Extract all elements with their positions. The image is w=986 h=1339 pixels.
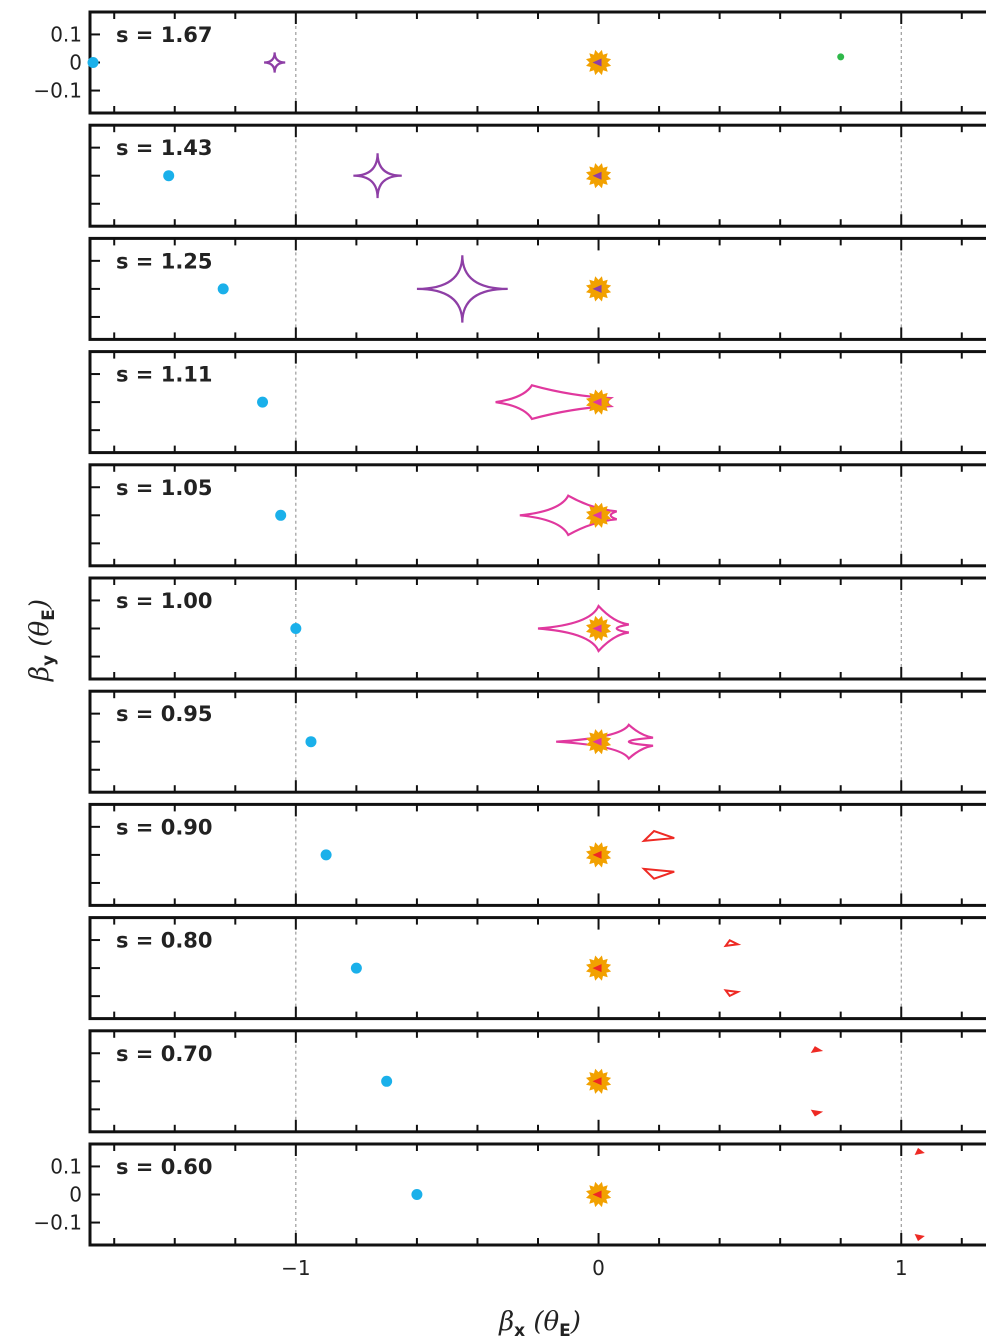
panel-label: s = 0.95 bbox=[116, 702, 213, 726]
y-tick-label: −0.1 bbox=[33, 79, 82, 103]
central-caustic bbox=[592, 511, 602, 520]
host-star bbox=[320, 849, 332, 861]
central-caustic bbox=[592, 1077, 602, 1086]
x-axis-label: βx (θE) bbox=[498, 1307, 581, 1339]
host-star bbox=[305, 736, 317, 748]
y-tick-label: 0.1 bbox=[50, 1154, 82, 1178]
resonant-caustic bbox=[495, 383, 615, 421]
panel-frame bbox=[88, 1029, 986, 1134]
panel-frame bbox=[88, 350, 986, 455]
central-caustic bbox=[592, 964, 602, 973]
planet-marker bbox=[837, 53, 845, 61]
panel-label: s = 1.43 bbox=[116, 136, 213, 160]
planetary-caustic-close bbox=[723, 989, 742, 998]
central-caustic bbox=[592, 850, 602, 859]
resonant-caustic bbox=[556, 723, 654, 761]
host-star bbox=[290, 623, 302, 634]
panel-4: s = 1.11 bbox=[88, 350, 986, 455]
y-axis-label: βy (θE) bbox=[25, 599, 59, 682]
planetary-caustic-close bbox=[641, 867, 675, 880]
panel-9: s = 0.80 bbox=[88, 916, 986, 1021]
panel-11: 0.1 0 −0.1 s = 0.60 bbox=[33, 1142, 986, 1247]
planetary-caustic bbox=[353, 153, 402, 199]
axis-layer: βx (θE) βy (θE) bbox=[25, 599, 581, 1339]
host-star bbox=[411, 1189, 423, 1200]
central-caustic bbox=[592, 284, 602, 293]
host-star bbox=[275, 509, 287, 521]
planetary-caustic-close bbox=[810, 1109, 824, 1117]
panel-label: s = 0.90 bbox=[116, 815, 213, 839]
central-caustic bbox=[592, 737, 602, 746]
y-tick-label: 0 bbox=[69, 1183, 82, 1207]
planetary-caustic-close bbox=[641, 829, 675, 843]
panel-frame bbox=[88, 463, 986, 568]
host-star bbox=[163, 170, 175, 182]
x-tick-label: −1 bbox=[281, 1256, 310, 1280]
panel-frame bbox=[88, 10, 986, 115]
panel-7: s = 0.95 bbox=[88, 689, 986, 794]
y-tick-label: 0 bbox=[69, 51, 82, 75]
planetary-caustic-close bbox=[914, 1147, 925, 1155]
central-caustic bbox=[592, 624, 602, 633]
planetary-caustic bbox=[264, 52, 286, 73]
planetary-caustic-close bbox=[914, 1234, 925, 1242]
host-star bbox=[87, 57, 99, 68]
central-caustic bbox=[592, 58, 602, 67]
resonant-caustic bbox=[537, 604, 629, 653]
panel-label: s = 1.00 bbox=[116, 589, 213, 613]
panel-frame bbox=[88, 916, 986, 1021]
resonant-caustic bbox=[519, 494, 618, 537]
planetary-caustic-close bbox=[723, 939, 742, 948]
x-tick-label: 1 bbox=[895, 1256, 908, 1280]
central-caustic bbox=[592, 1190, 602, 1199]
central-caustic bbox=[592, 398, 602, 407]
panel-3: s = 1.25 bbox=[88, 236, 986, 341]
panel-label: s = 0.60 bbox=[116, 1155, 213, 1179]
panel-frame bbox=[88, 1142, 986, 1247]
planetary-caustic-close bbox=[810, 1046, 824, 1053]
panel-label: s = 1.11 bbox=[116, 363, 213, 387]
host-star bbox=[217, 283, 229, 295]
host-star bbox=[381, 1075, 393, 1087]
panel-10: s = 0.70 bbox=[88, 1029, 986, 1134]
panel-1: 0.1 0 −0.1 s = 1.67 bbox=[33, 10, 986, 115]
y-tick-label: 0.1 bbox=[50, 22, 82, 46]
panel-5: s = 1.05 bbox=[88, 463, 986, 568]
host-star bbox=[257, 396, 269, 408]
panel-frame bbox=[88, 123, 986, 228]
panel-6: s = 1.00 bbox=[88, 576, 986, 681]
central-caustic bbox=[592, 171, 602, 180]
panel-label: s = 1.25 bbox=[116, 249, 213, 273]
panel-2: s = 1.43 bbox=[88, 123, 986, 228]
panel-frame bbox=[88, 689, 986, 794]
panel-label: s = 0.80 bbox=[116, 929, 213, 953]
panel-label: s = 0.70 bbox=[116, 1042, 213, 1066]
panel-label: s = 1.05 bbox=[116, 476, 213, 500]
panels-layer: 0.1 0 −0.1 s = 1.67 s = 1.43 s = 1.25 s = 1.11… bbox=[33, 10, 986, 1280]
panel-8: s = 0.90 bbox=[88, 802, 986, 907]
planetary-caustic bbox=[416, 255, 508, 323]
panel-label: s = 1.67 bbox=[116, 23, 213, 47]
y-tick-label: −0.1 bbox=[33, 1211, 82, 1235]
host-star bbox=[350, 962, 362, 974]
x-tick-label: 0 bbox=[592, 1256, 605, 1280]
panel-frame bbox=[88, 802, 986, 907]
